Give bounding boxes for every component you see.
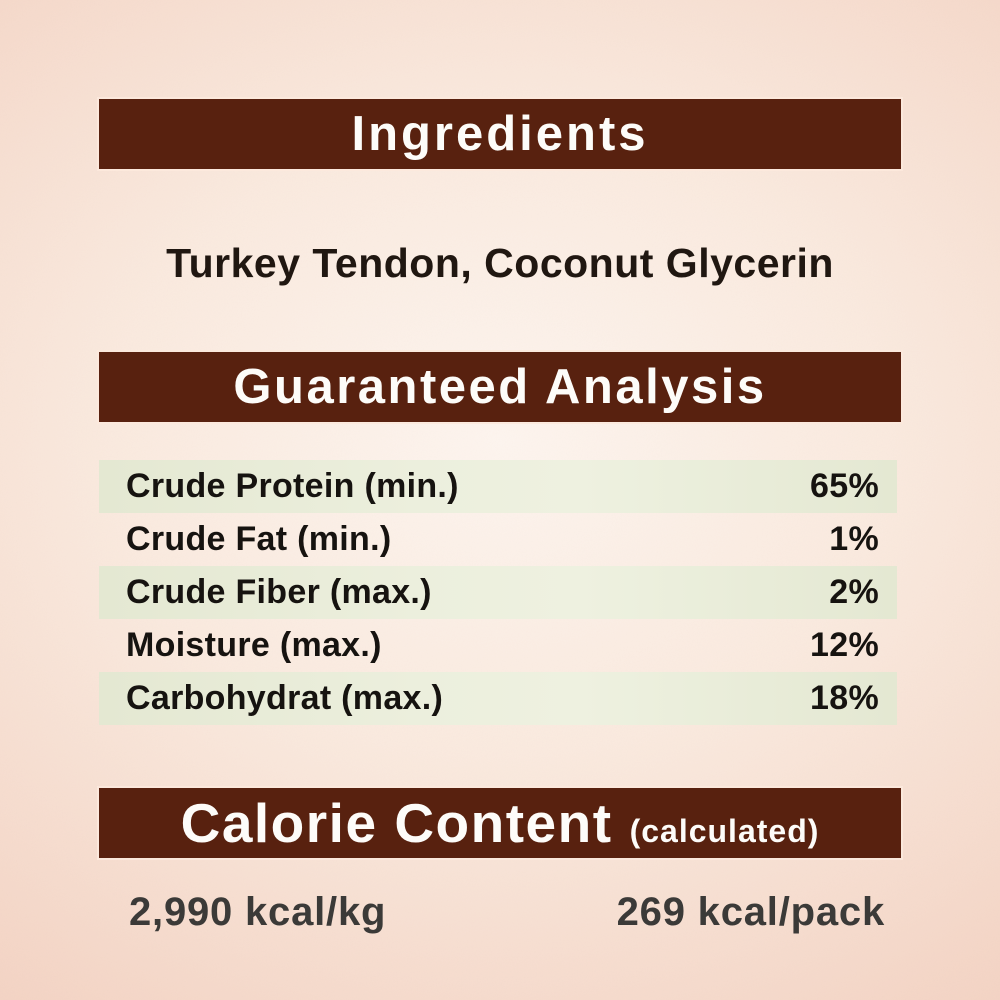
guaranteed-analysis-header-bar: Guaranteed Analysis bbox=[97, 350, 903, 424]
table-row: Moisture (max.) 12% bbox=[99, 619, 897, 672]
ingredients-title: Ingredients bbox=[351, 106, 649, 161]
guaranteed-analysis-title: Guaranteed Analysis bbox=[233, 359, 767, 414]
table-row: Crude Protein (min.) 65% bbox=[99, 460, 897, 513]
row-label: Crude Protein (min.) bbox=[126, 467, 459, 505]
table-row: Crude Fat (min.) 1% bbox=[99, 513, 897, 566]
calorie-content-header-bar: Calorie Content (calculated) bbox=[97, 786, 903, 860]
calorie-content-subtitle: (calculated) bbox=[629, 813, 820, 849]
row-value: 12% bbox=[810, 626, 879, 664]
row-value: 18% bbox=[810, 679, 879, 717]
calorie-content-title: Calorie Content bbox=[180, 792, 613, 854]
guaranteed-analysis-table: Crude Protein (min.) 65% Crude Fat (min.… bbox=[99, 460, 897, 725]
calories-per-kg: 2,990 kcal/kg bbox=[129, 890, 387, 934]
row-label: Carbohydrat (max.) bbox=[126, 679, 444, 717]
row-value: 1% bbox=[829, 520, 879, 558]
row-label: Crude Fat (min.) bbox=[126, 520, 392, 558]
row-label: Moisture (max.) bbox=[126, 626, 382, 664]
ingredients-list-text: Turkey Tendon, Coconut Glycerin bbox=[166, 240, 834, 286]
table-row: Crude Fiber (max.) 2% bbox=[99, 566, 897, 619]
row-value: 2% bbox=[829, 573, 879, 611]
calories-per-pack: 269 kcal/pack bbox=[616, 890, 885, 934]
row-label: Crude Fiber (max.) bbox=[126, 573, 432, 611]
table-row: Carbohydrat (max.) 18% bbox=[99, 672, 897, 725]
ingredients-header-bar: Ingredients bbox=[97, 97, 903, 171]
calorie-values-row: 2,990 kcal/kg 269 kcal/pack bbox=[99, 892, 897, 932]
row-value: 65% bbox=[810, 467, 879, 505]
